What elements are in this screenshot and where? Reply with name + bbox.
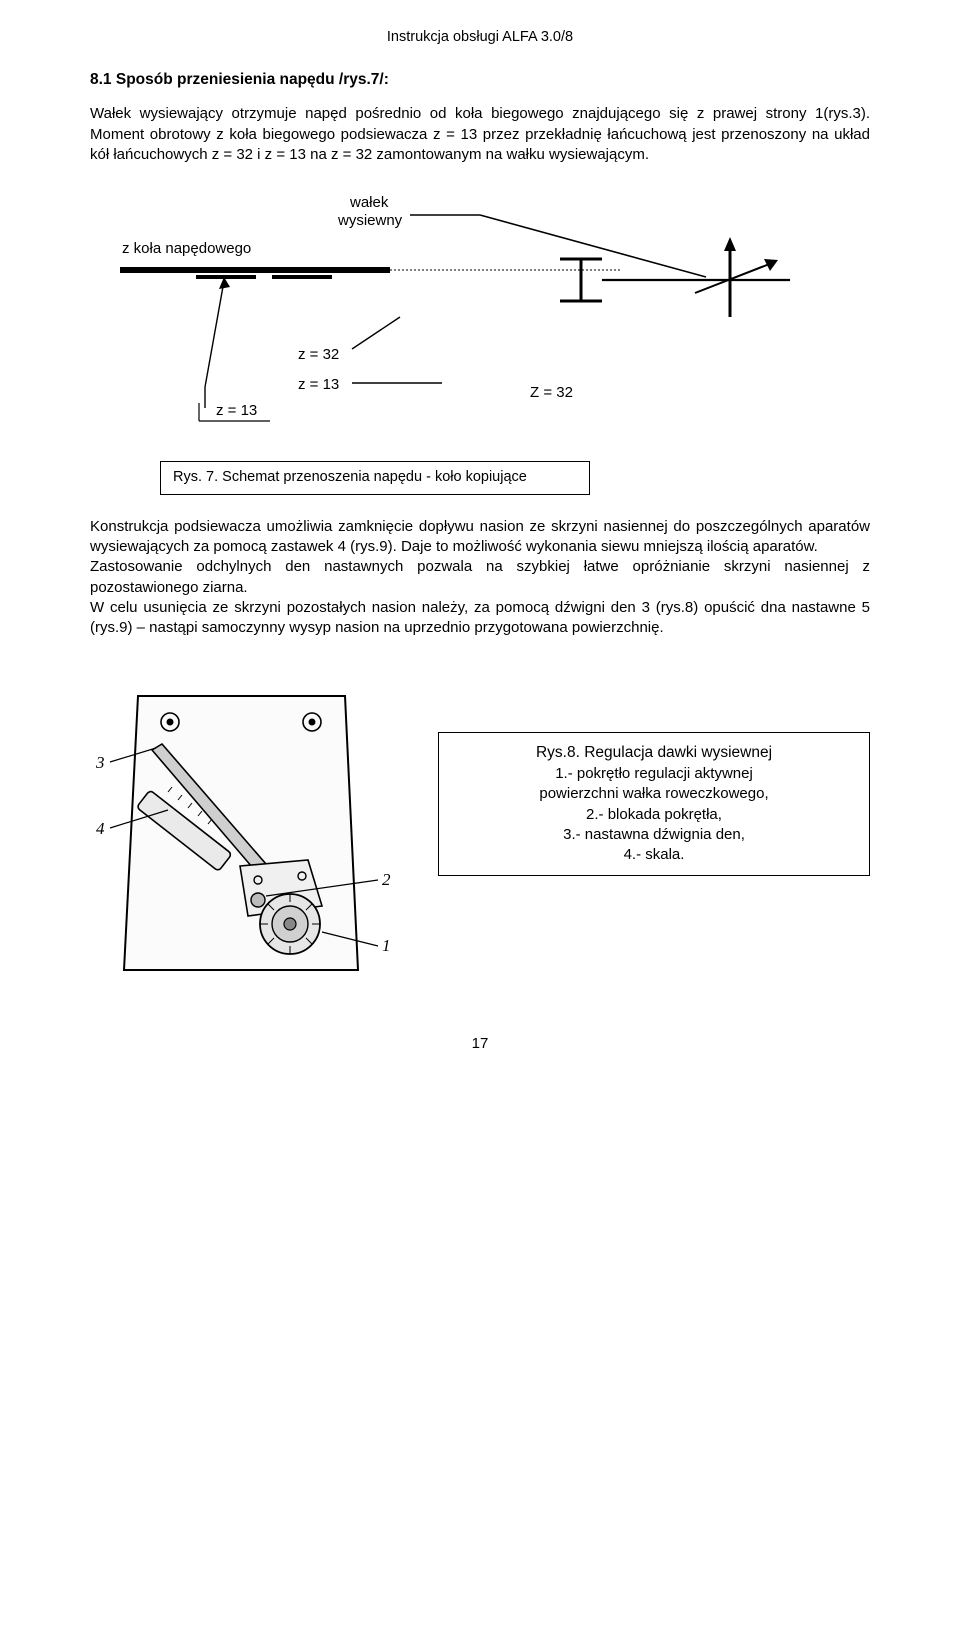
bolt-r-c <box>309 719 316 726</box>
label-left: z koła napędowego <box>122 240 251 257</box>
paragraph-1: Wałek wysiewający otrzymuje napęd pośred… <box>90 104 870 165</box>
section-title: 8.1 Sposób przeniesienia napędu /rys.7/: <box>90 70 870 91</box>
label-z13a: z = 13 <box>298 376 339 393</box>
figure-rys8: 1 2 3 4 <box>90 688 400 988</box>
panel-outline <box>124 696 358 970</box>
rys8-line2: powierzchni wałka roweczkowego, <box>453 784 855 804</box>
lock-knob <box>251 893 265 907</box>
cross-diag <box>695 263 772 293</box>
lead-z13b-d <box>205 281 224 387</box>
callout-1: 1 <box>382 936 391 955</box>
bolt-l-c <box>167 719 174 726</box>
callout-4: 4 <box>96 819 105 838</box>
caption-rys8-box: Rys.8. Regulacja dawki wysiewnej 1.- pok… <box>438 732 870 876</box>
rys8-title: Rys.8. Regulacja dawki wysiewnej <box>453 743 855 764</box>
label-z13b: z = 13 <box>216 402 257 419</box>
drive-schematic-svg: wałek wysiewny z koła napędowego z = 32 … <box>90 189 830 449</box>
hub-1 <box>196 275 256 279</box>
lead-z32a <box>352 317 400 349</box>
rys8-line1: 1.- pokrętło regulacji aktywnej <box>453 764 855 784</box>
callout-2: 2 <box>382 870 391 889</box>
doc-header: Instrukcja obsługi ALFA 3.0/8 <box>90 28 870 48</box>
shaft-thick <box>120 267 390 273</box>
page-number: 17 <box>90 1034 870 1054</box>
callout-3: 3 <box>95 753 105 772</box>
label-z32b: Z = 32 <box>530 384 573 401</box>
paragraph-2: Konstrukcja podsiewacza umożliwia zamkni… <box>90 517 870 639</box>
rys8-line4: 3.- nastawna dźwignia den, <box>453 825 855 845</box>
label-z32a: z = 32 <box>298 346 339 363</box>
label-walek: wałek <box>349 194 389 211</box>
caption-rys7: Rys. 7. Schemat przenoszenia napędu - ko… <box>160 461 590 495</box>
knob-center <box>284 918 296 930</box>
hub-2 <box>272 275 332 279</box>
leader-top-2 <box>480 215 706 277</box>
diagram-rys7: wałek wysiewny z koła napędowego z = 32 … <box>90 189 870 449</box>
rys8-svg: 1 2 3 4 <box>90 688 400 988</box>
arrow-up <box>724 237 736 251</box>
rys8-line3: 2.- blokada pokrętła, <box>453 805 855 825</box>
label-wysiewny: wysiewny <box>337 212 403 229</box>
rys8-line5: 4.- skala. <box>453 845 855 865</box>
